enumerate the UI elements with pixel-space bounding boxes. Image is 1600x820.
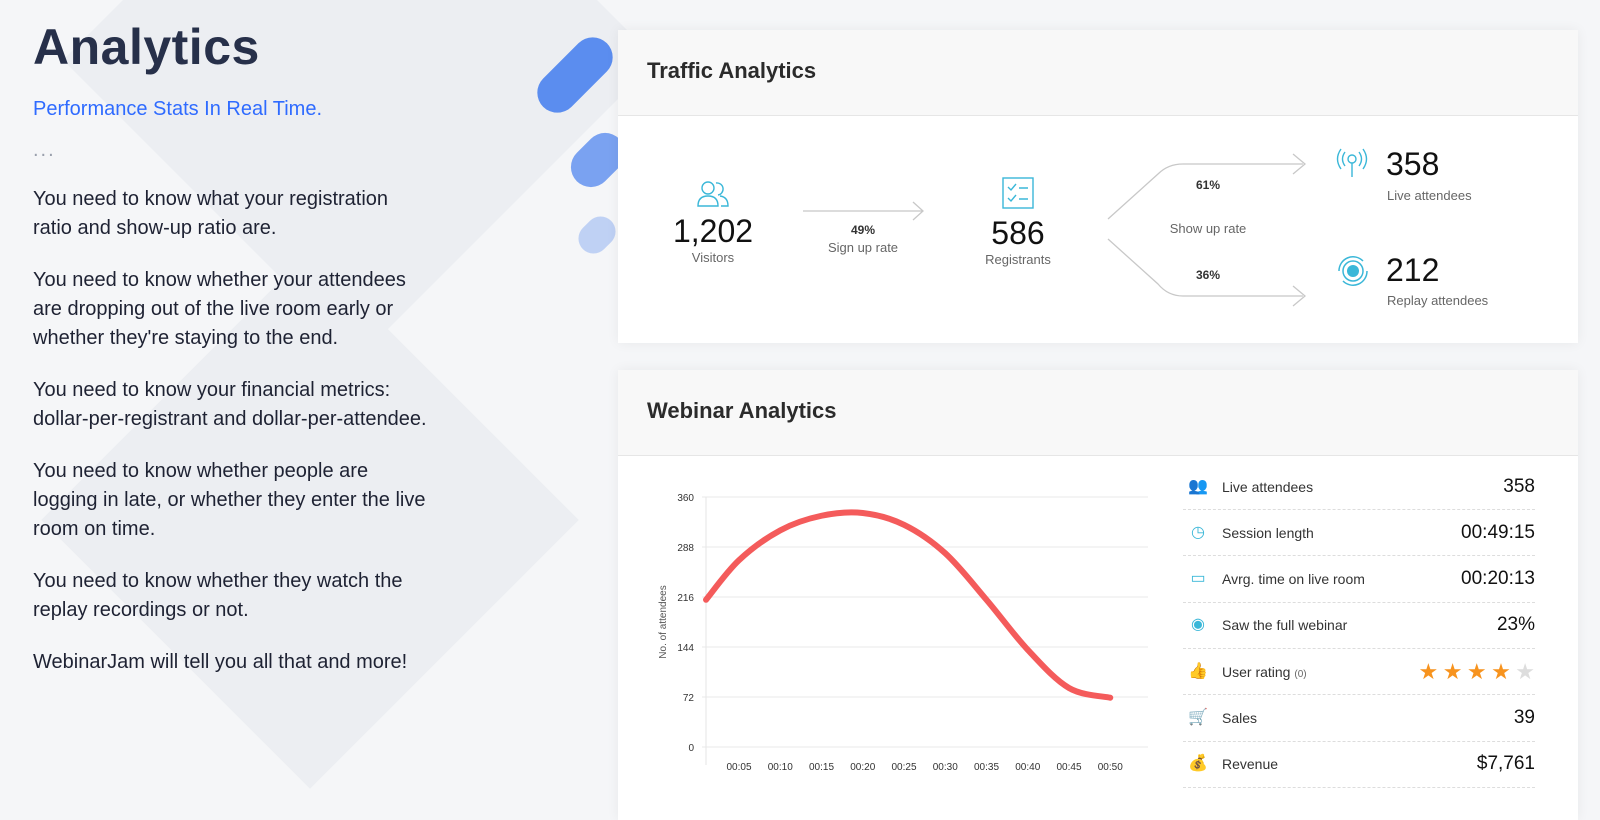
page-subtitle: Performance Stats In Real Time. xyxy=(33,98,323,120)
registrants-label: Registrants xyxy=(985,252,1051,267)
x-tick-label: 00:10 xyxy=(768,762,793,773)
stat-row: ◉ Saw the full webinar 23% xyxy=(1183,603,1535,649)
stat-value: $7,761 xyxy=(1476,753,1535,775)
y-tick-label: 144 xyxy=(677,643,694,654)
page-title: Analytics xyxy=(33,19,260,75)
attendees-chart: 0 72 144 216 288 360 00:05 00:10 00:15 00:20 00:25… xyxy=(658,493,1148,773)
stat-label: Avrg. time on live room xyxy=(1222,571,1365,588)
stat-row: ◷ Session length 00:49:15 xyxy=(1183,510,1535,557)
signup-label: Sign up rate xyxy=(827,240,899,255)
stat-value: 23% xyxy=(1496,614,1535,636)
flow-arrows xyxy=(803,153,1307,307)
stat-row: 👍 User rating (0) ★ ★ ★ ★ ★ xyxy=(1183,649,1535,696)
paragraph: You need to know your financial metrics:… xyxy=(33,379,427,430)
live-value: 358 xyxy=(1386,146,1440,182)
x-tick-label: 00:35 xyxy=(974,762,999,773)
replay-label: Replay attendees xyxy=(1387,293,1489,308)
stat-value: 39 xyxy=(1513,707,1535,728)
x-tick-label: 00:40 xyxy=(1015,762,1040,773)
intro-section: Analytics Performance Stats In Real Time… xyxy=(33,18,433,677)
stat-label: Sales xyxy=(1222,710,1258,726)
rating-count: (0) xyxy=(1294,668,1307,680)
card-title: Traffic Analytics xyxy=(618,30,1578,116)
stat-label: Revenue xyxy=(1222,756,1279,773)
stat-row: 🛒 Sales 39 xyxy=(1183,696,1535,742)
live-label: Live attendees xyxy=(1387,188,1472,203)
star-icon: ★ xyxy=(1515,658,1535,684)
checklist-icon xyxy=(1002,177,1034,209)
y-tick-label: 360 xyxy=(677,493,694,504)
stat-value: 358 xyxy=(1503,475,1535,497)
paragraph: WebinarJam will tell you all that and mo… xyxy=(33,651,408,673)
stat-row: ▭ Avrg. time on live room 00:20:13 xyxy=(1183,557,1535,603)
stat-label: Session length xyxy=(1222,524,1314,541)
stat-row: 💰 Revenue $7,761 xyxy=(1183,742,1535,788)
clock-icon: ◷ xyxy=(1191,523,1205,541)
broadcast-icon xyxy=(1336,147,1368,184)
y-tick-label: 288 xyxy=(677,543,694,554)
paragraph: You need to know whether people are logg… xyxy=(33,460,426,540)
visitors-value: 1,202 xyxy=(672,213,754,249)
stat-label: User rating (0) xyxy=(1222,663,1307,680)
visitors-label: Visitors xyxy=(691,250,735,265)
paragraph: You need to know whether your attendees … xyxy=(33,269,406,349)
y-tick-label: 0 xyxy=(688,743,694,754)
x-tick-label: 00:20 xyxy=(850,762,875,773)
star-icon: ★ xyxy=(1491,658,1511,684)
decorative-shape xyxy=(572,210,622,260)
divider-dots: ... xyxy=(33,139,56,161)
stat-value: 00:49:15 xyxy=(1461,521,1535,543)
showup-label: Show up rate xyxy=(1169,221,1247,236)
star-rating: ★ ★ ★ ★ ★ xyxy=(1419,659,1535,685)
card-title: Webinar Analytics xyxy=(618,370,1578,456)
visitors-stat: 1,202 Visitors xyxy=(668,178,758,265)
replay-value: 212 xyxy=(1386,252,1440,288)
money-bag-icon: 💰 xyxy=(1188,755,1208,773)
eye-icon: ◉ xyxy=(1191,616,1205,634)
x-tick-label: 00:45 xyxy=(1056,762,1081,773)
calendar-clock-icon: ▭ xyxy=(1190,570,1206,588)
replay-globe-icon xyxy=(1336,254,1370,293)
y-axis-label: No. of attendees xyxy=(658,585,669,658)
stat-row: 👥 Live attendees 358 xyxy=(1183,464,1535,510)
users-icon xyxy=(697,181,729,207)
stat-value: 00:20:13 xyxy=(1461,568,1535,590)
traffic-analytics-card: Traffic Analytics 1,202 Visitors 49% Sig… xyxy=(618,30,1578,343)
y-tick-label: 72 xyxy=(683,693,695,704)
registrants-stat: 586 Registrants xyxy=(968,176,1068,267)
registrants-value: 586 xyxy=(991,215,1045,251)
star-icon: ★ xyxy=(1442,658,1463,684)
attendees-line xyxy=(703,509,1114,701)
y-tick-label: 216 xyxy=(677,593,694,604)
replay-pct: 36% xyxy=(1195,268,1221,282)
x-tick-label: 00:50 xyxy=(1098,762,1123,773)
paragraph: You need to know whether they watch the … xyxy=(33,570,403,621)
thumbs-up-icon: 👍 xyxy=(1188,662,1208,680)
star-icon: ★ xyxy=(1418,658,1439,684)
paragraph: You need to know what your registration … xyxy=(33,188,389,239)
stat-label: Live attendees xyxy=(1222,478,1314,495)
x-tick-label: 00:30 xyxy=(933,762,958,773)
signup-rate: 49% Sign up rate xyxy=(813,223,913,255)
live-pct: 61% xyxy=(1195,178,1221,192)
users-icon: 👥 xyxy=(1188,477,1208,495)
x-tick-label: 00:05 xyxy=(726,762,751,773)
star-icon: ★ xyxy=(1466,658,1487,684)
webinar-analytics-card: Webinar Analytics 0 72 144 216 288 360 00:05 00… xyxy=(618,370,1578,820)
stat-label: Saw the full webinar xyxy=(1222,617,1348,634)
signup-pct: 49% xyxy=(850,223,876,237)
x-tick-label: 00:15 xyxy=(809,762,834,773)
x-tick-label: 00:25 xyxy=(891,762,916,773)
cart-icon: 🛒 xyxy=(1188,709,1208,726)
